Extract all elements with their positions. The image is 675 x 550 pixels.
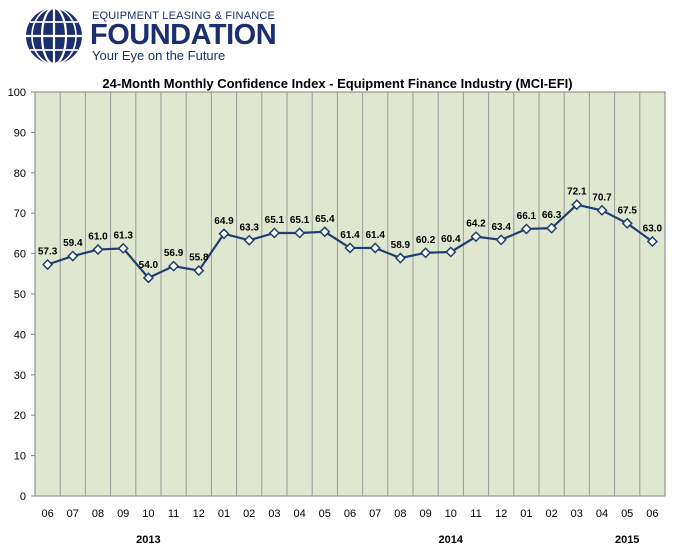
- data-label: 57.3: [38, 247, 58, 258]
- x-tick-label: 12: [193, 508, 205, 520]
- x-tick-label: 06: [344, 508, 356, 520]
- data-point-marker: [369, 242, 381, 254]
- data-label: 65.1: [290, 215, 310, 226]
- y-tick-label: 80: [14, 168, 26, 180]
- logo-wordmark: FOUNDATION: [90, 19, 277, 51]
- data-label: 54.0: [139, 260, 159, 271]
- data-point-marker: [294, 227, 306, 239]
- x-tick-label: 10: [142, 508, 154, 520]
- data-label: 56.9: [164, 248, 184, 259]
- data-label: 65.1: [265, 215, 285, 226]
- chart-title: 24-Month Monthly Confidence Index - Equi…: [102, 76, 573, 91]
- data-point-marker: [646, 235, 658, 248]
- x-tick-label: 11: [168, 508, 179, 520]
- y-tick-label: 20: [14, 410, 26, 422]
- data-label: 63.0: [643, 223, 663, 234]
- data-point-marker: [546, 222, 558, 234]
- data-label: 61.4: [365, 230, 385, 241]
- x-tick-label: 02: [243, 508, 255, 520]
- data-point-marker: [571, 199, 583, 211]
- data-point-marker: [218, 228, 230, 240]
- logo-line-1: EQUIPMENT LEASING & FINANCE: [92, 10, 276, 22]
- y-tick-label: 50: [14, 289, 26, 301]
- data-label: 64.9: [214, 216, 234, 227]
- plot-area: [34, 91, 666, 497]
- x-tick-label: 03: [571, 508, 583, 520]
- x-tick-label: 01: [520, 508, 532, 520]
- data-point-marker: [319, 226, 331, 238]
- year-label: 2015: [615, 534, 639, 546]
- x-tick-label: 07: [369, 508, 381, 520]
- x-tick-label: 12: [495, 508, 507, 520]
- data-point-marker: [445, 246, 457, 258]
- y-tick-label: 0: [20, 491, 26, 503]
- data-point-marker: [394, 252, 406, 264]
- data-point-marker: [596, 204, 608, 216]
- year-label: 2013: [136, 534, 160, 546]
- x-tick-label: 10: [445, 508, 457, 520]
- data-label: 72.1: [567, 187, 587, 198]
- y-tick-label: 60: [14, 249, 26, 261]
- year-label: 2014: [439, 534, 464, 546]
- data-point-marker: [344, 242, 356, 254]
- x-tick-label: 08: [394, 508, 406, 520]
- x-tick-label: 05: [319, 508, 331, 520]
- x-tick-label: 09: [419, 508, 431, 520]
- data-point-marker: [520, 223, 532, 235]
- data-label: 64.2: [466, 219, 486, 230]
- y-tick-label: 90: [14, 127, 26, 139]
- data-point-marker: [117, 242, 129, 254]
- x-tick-label: 03: [268, 508, 280, 520]
- logo-tagline: Your Eye on the Future: [92, 48, 226, 63]
- data-point-marker: [92, 243, 104, 256]
- data-point-marker: [621, 217, 633, 229]
- x-tick-label: 09: [117, 508, 129, 520]
- data-point-marker: [142, 272, 154, 284]
- globe-icon: [26, 6, 82, 66]
- data-point-marker: [420, 247, 432, 259]
- data-label: 55.8: [189, 253, 209, 264]
- data-label: 58.9: [391, 240, 411, 251]
- x-tick-label: 08: [92, 508, 104, 520]
- x-tick-label: 02: [545, 508, 557, 520]
- y-tick-label: 10: [14, 451, 26, 463]
- data-label: 63.3: [239, 222, 259, 233]
- data-point-marker: [67, 250, 79, 262]
- y-tick-label: 40: [14, 329, 26, 341]
- data-label: 66.3: [542, 210, 562, 221]
- x-tick-label: 01: [218, 508, 230, 520]
- x-tick-label: 04: [293, 508, 305, 520]
- data-label: 60.4: [441, 234, 461, 245]
- x-tick-label: 04: [596, 508, 608, 520]
- data-point-marker: [168, 260, 180, 272]
- data-label: 70.7: [592, 192, 612, 203]
- data-label: 63.4: [491, 222, 511, 233]
- x-tick-label: 06: [41, 508, 53, 520]
- data-point-marker: [495, 234, 507, 246]
- y-tick-label: 70: [14, 208, 26, 220]
- data-point-marker: [243, 234, 255, 246]
- x-tick-label: 11: [470, 508, 481, 520]
- data-label: 61.0: [88, 232, 108, 243]
- data-label: 61.3: [113, 230, 133, 241]
- foundation-logo: EQUIPMENT LEASING & FINANCE FOUNDATION Y…: [22, 4, 312, 66]
- data-label: 67.5: [617, 205, 637, 216]
- data-label: 60.2: [416, 235, 436, 246]
- data-point-marker: [193, 265, 205, 277]
- x-tick-label: 06: [646, 508, 658, 520]
- data-label: 66.1: [517, 211, 537, 222]
- x-tick-label: 05: [621, 508, 633, 520]
- data-point-marker: [42, 258, 54, 271]
- y-tick-label: 30: [14, 370, 26, 382]
- data-point-marker: [268, 227, 280, 239]
- y-tick-label: 100: [8, 87, 26, 99]
- data-point-marker: [470, 231, 482, 243]
- x-tick-label: 07: [67, 508, 79, 520]
- data-label: 65.4: [315, 214, 335, 225]
- data-label: 59.4: [63, 238, 83, 249]
- data-label: 61.4: [340, 230, 360, 241]
